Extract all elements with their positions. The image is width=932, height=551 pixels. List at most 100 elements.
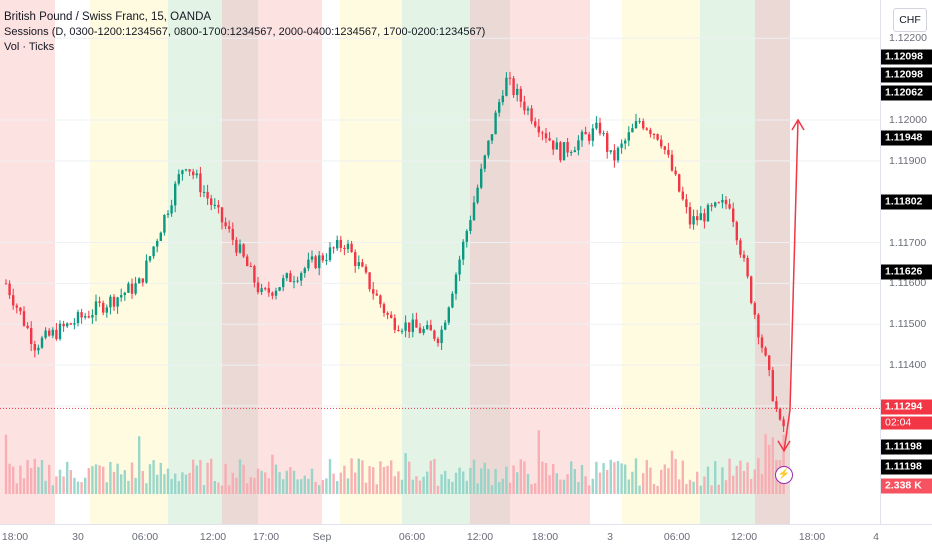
time-tick: 18:00 — [531, 531, 559, 543]
volume-bar — [80, 482, 83, 494]
candle-body — [397, 329, 400, 331]
candle-body — [483, 155, 486, 169]
candle-body — [246, 256, 249, 267]
volume-bar — [584, 476, 587, 494]
candle-body — [699, 213, 702, 221]
candle-body — [102, 302, 105, 313]
candle-body — [462, 241, 465, 260]
candle-body — [426, 324, 429, 329]
candle-body — [714, 202, 717, 207]
candle-body — [656, 134, 659, 140]
volume-bar — [559, 479, 562, 494]
candle-body — [303, 268, 306, 274]
candle-body — [127, 283, 130, 293]
sessions-indicator-label[interactable]: Sessions (D, 0300-1200:1234567, 0800-170… — [4, 26, 486, 38]
arrow-head-up — [791, 118, 805, 131]
volume-bar — [343, 465, 346, 494]
candle-body — [58, 323, 62, 340]
volume-bar — [742, 470, 746, 494]
volume-bar — [541, 461, 544, 494]
volume-bar — [660, 469, 663, 494]
time-axis[interactable]: 18:00 30 06:00 12:00 17:00 Sep 06:00 12:00 18:00… — [0, 524, 932, 551]
candle-body — [562, 142, 566, 161]
volume-bar — [523, 461, 526, 494]
chart-legend: British Pound / Swiss Franc, 15, OANDA S… — [4, 10, 485, 55]
candle-body — [361, 262, 364, 267]
volume-bar — [602, 463, 605, 494]
candle-body — [170, 205, 173, 214]
candle-body — [577, 140, 580, 151]
volume-indicator-label[interactable]: Vol · Ticks — [4, 41, 55, 53]
candle-body — [411, 319, 414, 332]
volume-bar — [174, 473, 177, 494]
candle-body — [382, 304, 386, 313]
candle-body — [228, 226, 231, 229]
lightning-icon[interactable]: ⚡ — [775, 466, 793, 484]
candle-body — [325, 260, 328, 262]
volume-bar — [307, 478, 310, 494]
candle-body — [566, 142, 569, 153]
session-band — [700, 0, 755, 524]
candle-body — [87, 316, 90, 318]
time-tick: 12:00 — [730, 531, 758, 543]
price-chart[interactable] — [0, 0, 880, 524]
candle-body — [174, 183, 177, 206]
volume-bar — [537, 430, 540, 494]
volume-bar — [69, 470, 72, 494]
volume-bar — [681, 460, 684, 494]
currency-button[interactable]: CHF — [893, 8, 927, 32]
candle-body — [591, 128, 594, 141]
candle-body — [444, 322, 447, 330]
price-label: 1.12062 — [881, 85, 932, 101]
candle-body — [249, 266, 252, 268]
candle-body — [404, 322, 407, 331]
volume-bar — [55, 476, 58, 494]
price-label: 1.11198 — [881, 459, 932, 475]
volume-bar — [206, 462, 209, 494]
price-axis[interactable]: 1.12200 1.12000 1.11900 1.11700 1.11600 1.115… — [880, 0, 932, 524]
candle-body — [346, 243, 350, 250]
candle-body — [177, 174, 180, 184]
volume-bar — [213, 481, 216, 494]
volume-bar — [400, 479, 404, 494]
candle-body — [184, 169, 188, 171]
volume-bar — [544, 462, 548, 494]
volume-bar — [138, 436, 141, 494]
volume-bar — [51, 485, 54, 494]
volume-bar — [231, 472, 234, 494]
candle-body — [750, 276, 753, 304]
candle-body — [541, 132, 544, 134]
candle-body — [552, 140, 555, 150]
candle-body — [188, 169, 191, 172]
candle-body — [631, 128, 634, 133]
volume-bar — [26, 459, 29, 494]
candle-body — [559, 142, 562, 161]
price-tick: 1.11700 — [889, 236, 927, 249]
price-tick: 1.11400 — [889, 359, 927, 372]
volume-bar — [642, 473, 645, 494]
candle-body — [692, 216, 695, 225]
volume-bar — [134, 477, 137, 494]
candle-body — [703, 213, 706, 222]
volume-bar — [418, 480, 422, 494]
volume-bar — [145, 483, 148, 494]
candle-body — [717, 202, 720, 204]
candle-body — [372, 289, 375, 294]
candle-body — [436, 338, 440, 344]
candle-body — [48, 330, 51, 336]
candle-body — [771, 370, 774, 402]
volume-bar — [152, 460, 155, 494]
volume-bar — [339, 472, 342, 494]
volume-bar — [98, 465, 101, 494]
candle-body — [652, 133, 656, 135]
candle-body — [505, 77, 508, 96]
candle-body — [156, 240, 159, 247]
volume-bar — [422, 476, 425, 494]
candle-body — [710, 205, 713, 207]
volume-bar — [156, 474, 159, 494]
candle-body — [55, 329, 58, 340]
volume-bar — [732, 475, 735, 494]
symbol-title[interactable]: British Pound / Swiss Franc, 15, OANDA — [4, 11, 212, 23]
chart-area[interactable]: British Pound / Swiss Franc, 15, OANDA S… — [0, 0, 880, 524]
volume-bar — [616, 461, 620, 494]
